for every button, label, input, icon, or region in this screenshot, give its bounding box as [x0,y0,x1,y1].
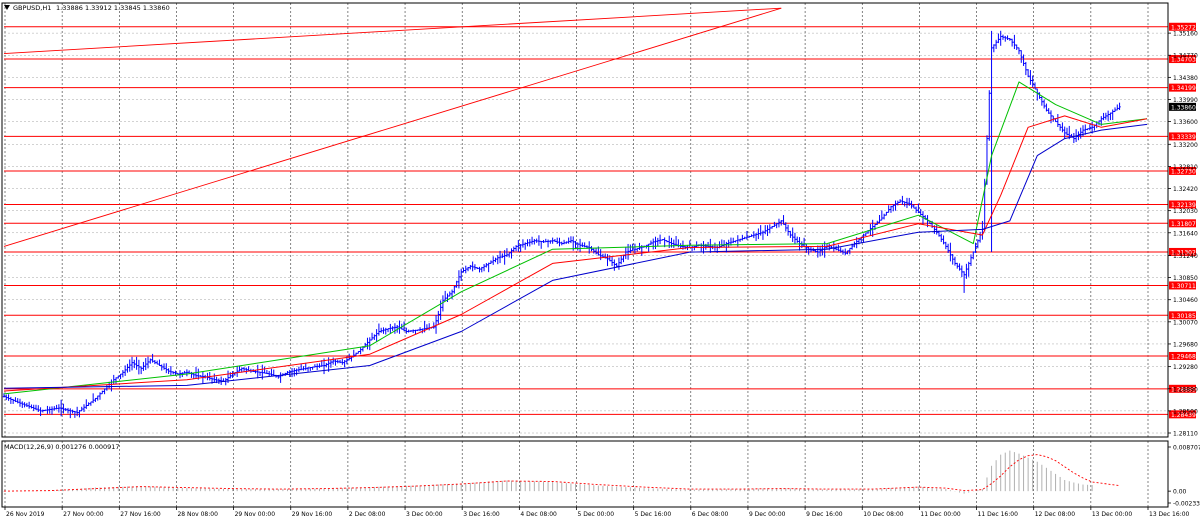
sma-line-blue [3,123,1148,389]
x-tick-label: 11 Dec 00:00 [920,511,961,518]
y-tick-label: 1.33200 [1173,142,1198,149]
triangle-down-icon[interactable] [4,5,10,10]
current-price-label: 1.33860 [1171,104,1196,111]
x-tick-label: 10 Dec 08:00 [863,511,904,518]
x-tick-label: 6 Dec 08:00 [692,511,729,518]
y-tick-label: 1.28110 [1173,431,1198,438]
x-tick-label: 2 Dec 08:00 [349,511,386,518]
x-tick-label: 4 Dec 08:00 [520,511,557,518]
x-tick-label: 13 Dec 00:00 [1092,511,1133,518]
price-level-tag [1169,166,1196,175]
price-level-label: 1.33339 [1171,134,1196,141]
x-tick-label: 27 Nov 00:00 [63,511,104,518]
price-level-label: 1.31302 [1171,249,1196,256]
price-level-tag [1169,200,1196,209]
y-tick-label: 1.31640 [1173,230,1198,237]
y-tick-label: 1.34770 [1173,53,1198,60]
current-price-tag [1169,102,1196,111]
price-level-label: 1.28889 [1171,386,1196,393]
x-tick-label: 3 Dec 00:00 [406,511,443,518]
price-level-label: 1.34703 [1171,57,1196,64]
moving-averages [3,81,1148,395]
horizontal-levels: 1.35272 1.34703 1.34199 1.33339 1.32730 1.321… [4,22,1196,419]
macd-pane-border [1,440,1169,508]
y-tick-label: 1.33600 [1173,119,1198,126]
y-tick-label: 1.28890 [1173,386,1198,393]
trend-line [3,7,782,247]
sma-line-red [3,115,1148,392]
price-level-label: 1.34199 [1171,85,1196,92]
x-tick-label: 12 Dec 08:00 [1035,511,1076,518]
price-level-tag [1169,384,1196,393]
price-level-label: 1.35272 [1171,24,1196,31]
x-tick-label: 5 Dec 00:00 [578,511,615,518]
trend-line [3,7,782,54]
axes: 26 Nov 2019 27 Nov 00:00 27 Nov 16:00 28 No… [1,2,1200,518]
price-level-tag [1169,132,1196,141]
y-tick-label: 1.29280 [1173,364,1198,371]
x-tick-label: 28 Nov 08:00 [177,511,218,518]
price-level-label: 1.32139 [1171,202,1196,209]
macd-y-tick-label: -0.002339 [1173,501,1200,508]
price-level-label: 1.30711 [1171,283,1196,290]
y-tick-label: 1.28500 [1173,408,1198,415]
symbol-timeframe: GBPUSD,H1 [13,4,51,12]
x-tick-label: 11 Dec 16:00 [978,511,1019,518]
y-tick-label: 1.29680 [1173,341,1198,348]
price-level-tag [1169,219,1196,228]
macd-pane [3,450,1120,494]
macd-y-tick-label: 0.008707 [1173,445,1200,452]
trend-lines [3,7,782,247]
y-tick-label: 1.30070 [1173,319,1198,326]
price-level-tag [1169,311,1196,320]
price-level-label: 1.31807 [1171,221,1196,228]
macd-y-tick-label: 0.00 [1173,489,1187,496]
x-tick-label: 9 Dec 16:00 [806,511,843,518]
macd-label: MACD(12,26,9) 0.001276 0.000917 [4,443,120,451]
price-level-tag [1169,281,1196,290]
x-tick-label: 27 Nov 16:00 [120,511,161,518]
main-pane-border [1,2,1169,438]
y-tick-label: 1.32420 [1173,186,1198,193]
x-tick-label: 9 Dec 00:00 [749,511,786,518]
x-tick-label: 26 Nov 2019 [6,511,45,518]
y-tick-label: 1.30460 [1173,297,1198,304]
y-tick-label: 1.30850 [1173,275,1198,282]
y-tick-label: 1.31240 [1173,253,1198,260]
x-tick-label: 3 Dec 16:00 [463,511,500,518]
x-tick-label: 29 Nov 16:00 [292,511,333,518]
y-tick-label: 1.34380 [1173,75,1198,82]
y-tick-label: 1.32810 [1173,164,1198,171]
x-tick-label: 13 Dec 16:00 [1149,511,1190,518]
y-tick-label: 1.33990 [1173,97,1198,104]
price-level-label: 1.29468 [1171,353,1196,360]
price-level-tag [1169,55,1196,64]
x-tick-label: 29 Nov 00:00 [235,511,276,518]
price-level-tag [1169,410,1196,419]
price-level-tag [1169,22,1196,31]
price-level-label: 1.32730 [1171,168,1196,175]
price-level-tag [1169,83,1196,92]
price-level-tag [1169,351,1196,360]
price-level-label: 1.30185 [1171,313,1196,320]
ohlc-values: 1.33886 1.33912 1.33845 1.33860 [56,4,170,12]
y-tick-label: 1.35160 [1173,31,1198,38]
sma-line-green [3,81,1148,395]
chart-header: GBPUSD,H1 1.33886 1.33912 1.33845 1.3386… [4,4,170,12]
price-level-tag [1169,247,1196,256]
price-level-label: 1.28439 [1171,412,1196,419]
y-tick-label: 1.32030 [1173,208,1198,215]
x-tick-label: 5 Dec 16:00 [635,511,672,518]
